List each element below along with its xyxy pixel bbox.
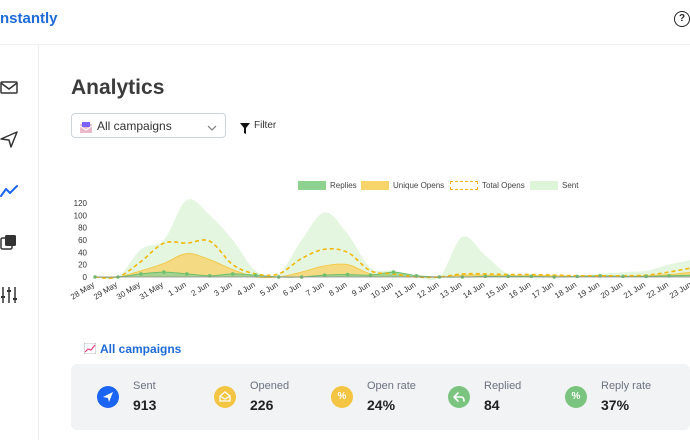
x-tick-label: 9 Jun [350,280,371,298]
stat-value: 226 [250,397,274,413]
stats-panel: Sent 913 Opened 226 % Open rate 24% Repl… [71,364,690,430]
replies-point [185,272,189,276]
x-tick-label: 19 Jun [576,280,601,300]
x-tick-label: 2 Jun [189,280,210,298]
x-tick-label: 15 Jun [484,280,509,300]
brand-logo[interactable]: nstantly [0,10,58,27]
stat-label: Replied [484,380,522,392]
x-tick-label: 1 Jun [167,280,188,298]
x-tick-label: 13 Jun [438,280,463,300]
x-tick-label: 28 May [69,280,96,302]
x-tick-label: 20 Jun [599,280,624,300]
replies-point [483,274,488,279]
sidebar [0,45,39,440]
y-tick-label: 120 [74,199,88,208]
top-bar: nstantly ? [0,0,690,45]
percent-icon: % [331,386,353,408]
replies-point [644,274,648,279]
y-tick-label: 40 [78,248,87,257]
x-tick-label: 7 Jun [304,280,325,298]
y-tick-label: 20 [78,261,87,270]
x-tick-label: 23 Jun [668,280,690,300]
replies-point [391,270,396,274]
campaign-icon [79,120,93,133]
chart-emoji-icon [83,342,97,355]
replies-point [230,272,235,276]
legend-label-replies: Replies [330,181,357,190]
campaign-select-value: All campaigns [97,119,172,133]
legend-swatch-unique-opens [361,181,389,190]
x-tick-label: 16 Jun [507,280,532,300]
replies-point [345,272,350,277]
legend-swatch-sent [530,181,558,190]
x-tick-label: 14 Jun [461,280,486,300]
analytics-icon[interactable] [0,182,18,200]
y-tick-label: 60 [78,236,87,245]
series-area-sent [95,199,690,281]
x-tick-label: 8 Jun [327,280,348,298]
x-tick-label: 12 Jun [415,280,440,300]
replies-point [368,273,373,277]
stat-value: 24% [367,397,396,413]
replies-point [529,274,534,279]
legend-label-total-opens: Total Opens [482,181,525,190]
summary-title-label: All campaigns [100,342,182,356]
series-line-total-opens [94,239,690,279]
stat-label: Reply rate [601,380,652,392]
stat-value: 913 [133,397,157,413]
campaign-select[interactable]: All campaigns [71,113,226,138]
x-tick-label: 21 Jun [622,280,647,300]
replies-point [139,272,143,276]
replies-point [253,273,258,277]
replies-point [575,274,579,279]
replies-point [506,274,511,279]
copy-icon[interactable] [0,234,18,252]
replies-point [322,273,327,277]
send-icon [97,386,119,408]
legend-label-unique-opens: Unique Opens [393,181,445,190]
x-tick-label: 11 Jun [393,280,418,300]
x-tick-label: 6 Jun [281,280,302,298]
envelope-open-icon [214,386,236,408]
x-tick-label: 18 Jun [553,280,578,300]
x-tick-label: 3 Jun [212,280,233,298]
legend-swatch-total-opens [450,181,478,190]
replies-point [162,270,166,274]
legend-swatch-replies [298,181,326,190]
help-circle-icon[interactable]: ? [674,11,690,27]
x-tick-label: 4 Jun [235,280,256,298]
stat-value: 37% [601,397,630,413]
x-tick-label: 22 Jun [645,280,670,300]
sliders-icon[interactable] [0,286,18,304]
filter-icon [240,121,250,134]
x-tick-label: 10 Jun [369,280,394,300]
x-tick-label: 5 Jun [258,280,279,298]
stat-label: Sent [133,380,156,392]
y-tick-label: 100 [74,211,88,220]
x-tick-label: 30 May [115,280,142,302]
y-tick-label: 80 [78,224,87,233]
reply-icon [448,386,470,408]
stat-value: 84 [484,397,500,413]
mail-icon[interactable] [0,78,18,96]
y-tick-label: 0 [83,273,88,282]
filter-label: Filter [254,120,277,131]
page-title: Analytics [71,76,165,99]
chevron-down-icon [207,120,217,131]
x-tick-label: 17 Jun [530,280,555,300]
legend-label-sent: Sent [562,181,579,190]
x-tick-label: 31 May [138,280,165,302]
percent-icon: % [565,386,587,408]
send-icon[interactable] [0,130,18,148]
series-area-replies [95,272,690,278]
replies-point [621,274,625,279]
stat-label: Opened [250,380,290,392]
stat-label: Open rate [367,380,416,392]
x-tick-label: 29 May [92,280,119,302]
